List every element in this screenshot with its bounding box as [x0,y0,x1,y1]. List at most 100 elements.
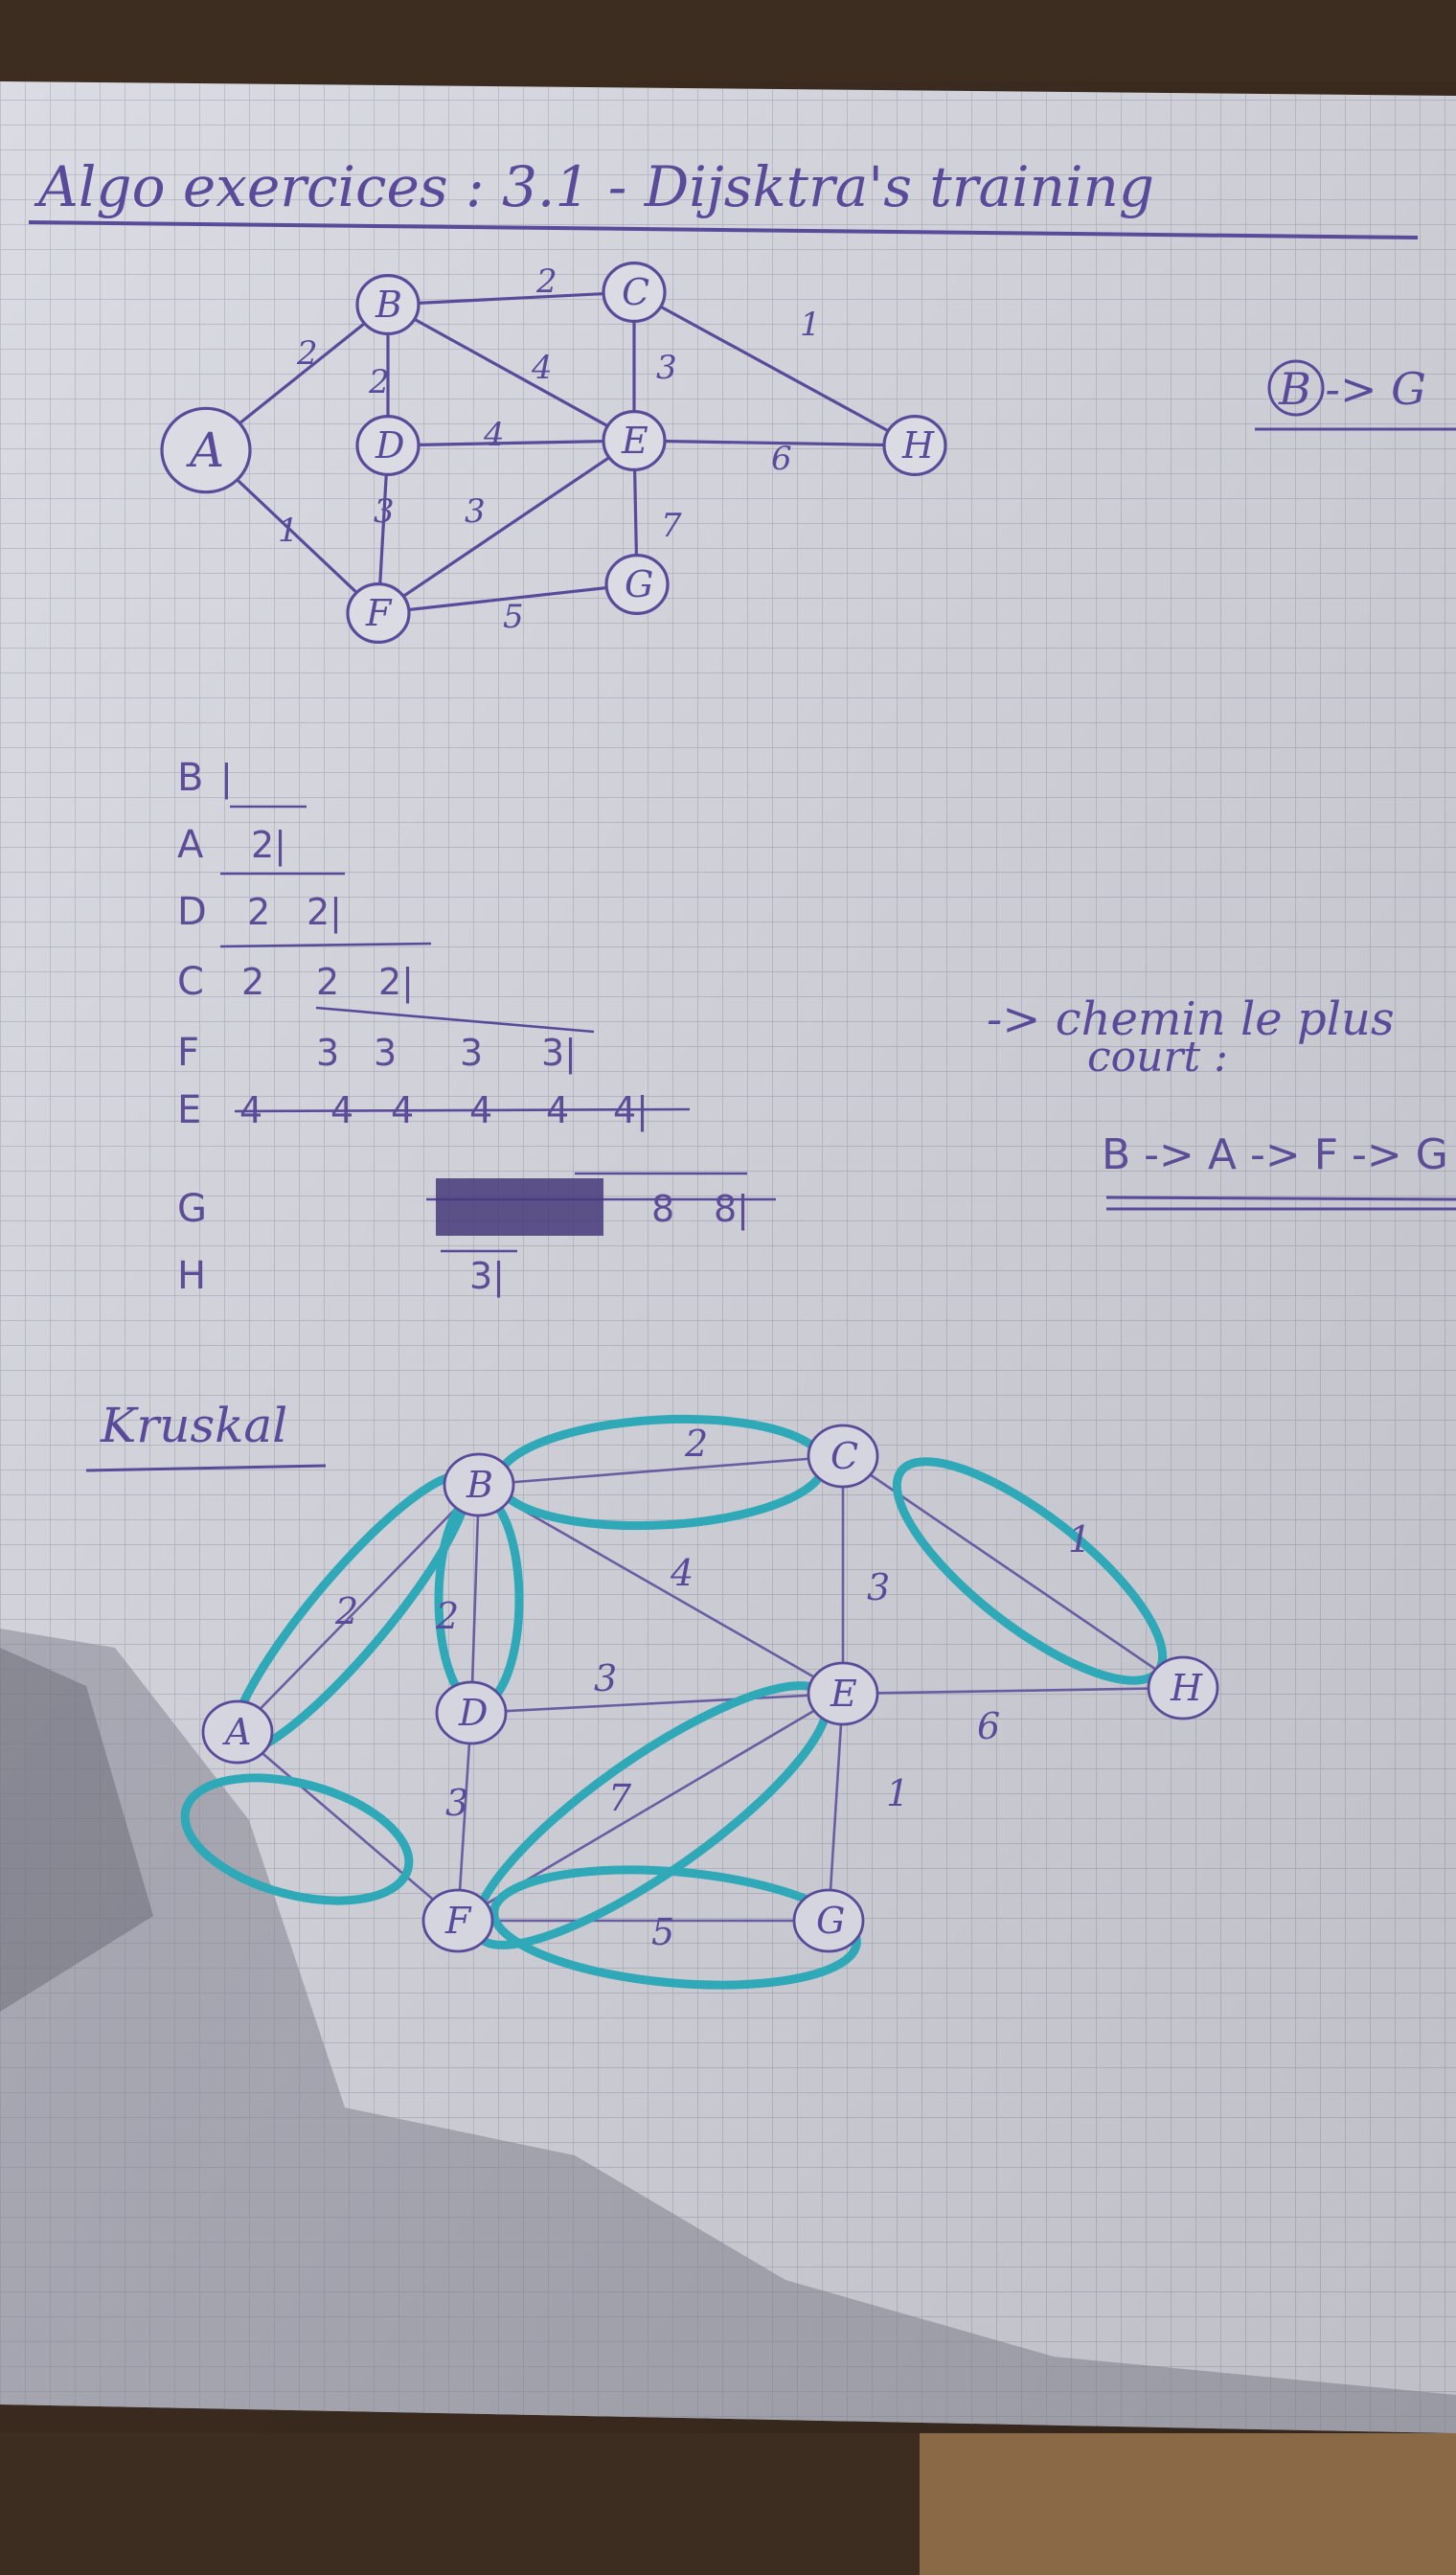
kruskal-node-label-C: C [830,1435,858,1477]
table-cell: 2| [378,961,414,1004]
table-cell: 3 [374,1032,397,1074]
kruskal-edge-weight: 3 [867,1566,890,1608]
edge-weight-CH: 1 [800,306,821,344]
edge-weight-FE: 3 [465,492,486,531]
edge-weight-DF: 3 [374,492,395,531]
kruskal-edge-weight: 2 [684,1423,708,1465]
kruskal-edge-weight: 2 [334,1590,358,1632]
kruskal-node-E [807,1661,879,1726]
side-note-top: B -> G [1255,359,1456,431]
kruskal-node-label-H: H [1170,1667,1203,1709]
kruskal-node-D [435,1680,508,1745]
kruskal-edge-weight: 1 [886,1772,909,1814]
table-cell: 2| [307,891,342,934]
graph-node-label-G: G [625,563,653,605]
kruskal-selected-edge [180,1773,414,1905]
edge-weight-DE: 4 [483,416,505,454]
graph-node-label-B: B [375,284,402,326]
graph-node-H [882,415,947,477]
table-cell: 3| [469,1255,505,1298]
table-cell: 3 [316,1032,339,1074]
edge-weight-EG: 7 [661,507,682,545]
table-row-label: A [177,823,204,867]
graph-node-label-A: A [186,422,224,478]
edge-weight-EH: 6 [771,440,792,478]
kruskal-edge-weight: 1 [1068,1518,1091,1561]
table-row-label: H [177,1254,206,1298]
edge-weight-BD: 2 [368,363,390,401]
graph-node-F [346,581,411,644]
graph-node-label-F: F [365,592,393,634]
kruskal-node-label-B: B [466,1464,493,1506]
kruskal-node-H [1147,1655,1219,1720]
kruskal-selected-edge [489,1865,861,1990]
table-cell: 2 [241,961,264,1003]
edge-weight-BC: 2 [535,262,557,301]
graph-node-A [160,406,252,494]
graph-node-D [355,415,421,477]
kruskal-node-label-F: F [444,1900,472,1942]
edge-weight-CE: 3 [656,349,677,387]
graph-edge-FG [377,582,638,615]
graph-node-E [602,410,667,472]
kruskal-graph: 2 4 1 2 2 3 6 3 3 7 1 5 A B C D E F G H [180,1414,1219,1990]
kruskal-edge-AF [237,1731,459,1922]
table-cell: 2 [247,891,270,933]
result-path: B -> A -> F -> G [1102,1130,1448,1179]
kruskal-edge-AB [237,1484,480,1733]
graph-edge-BC [387,290,635,307]
kruskal-underline [85,1464,327,1472]
kruskal-title: Kruskal [100,1398,287,1453]
table-cell: 2| [251,824,286,867]
kruskal-edge-weight: 5 [651,1911,674,1953]
table-rule [219,942,432,948]
kruskal-node-G [792,1888,865,1953]
edge-weight-AF: 1 [278,512,299,550]
graph-node-C [602,262,667,324]
table-cell: 8| [714,1188,749,1231]
side-note-text: B -> G [1278,363,1426,415]
table-cell: 3| [541,1032,577,1075]
edge-weight-FG: 5 [503,598,524,636]
result-note: -> chemin le plus court : B -> A -> F ->… [987,992,1456,1211]
kruskal-node-C [807,1424,879,1489]
kruskal-edge-EH [842,1686,1184,1696]
kruskal-node-label-D: D [458,1692,488,1734]
graph-node-B [355,274,421,336]
kruskal-edge-weight: 3 [594,1657,617,1699]
kruskal-edge-weight: 2 [435,1595,459,1637]
graph-node-label-D: D [375,424,404,467]
table-row-label: B [177,756,203,800]
kruskal-edge-weight: 6 [977,1705,1000,1747]
scribbled-cell [436,1178,603,1236]
table-cell: | [220,757,233,800]
table-cell: 3 [460,1032,483,1074]
kruskal-node-A [201,1699,274,1765]
side-note-circle [1267,359,1325,417]
graph-edge-EH [633,439,916,447]
page-title: Algo exercices : 3.1 - Dijsktra's traini… [34,154,1154,219]
graph-edge-FE [377,439,635,615]
graph-edge-CH [633,290,916,447]
table-rule [234,1107,691,1113]
table-row-label: D [177,890,207,934]
graph-node-label-E: E [621,420,648,462]
dijkstra-graph: 2 1 2 2 4 3 1 4 3 3 6 7 5 A B C D E F G H [160,262,947,644]
kruskal-edge-weight: 3 [445,1782,468,1824]
graph-node-label-H: H [901,424,935,467]
kruskal-node-label-E: E [830,1673,857,1715]
table-row-label: E [177,1088,201,1132]
kruskal-edge-BD [469,1484,481,1714]
kruskal-edge-EG [827,1693,845,1922]
edge-weight-AB: 2 [296,334,318,373]
result-line-2: court : [1087,1033,1228,1082]
kruskal-edge-BC [478,1454,844,1487]
table-cell: 8 [651,1188,674,1230]
kruskal-node-B [443,1452,515,1517]
edge-weight-BE: 4 [531,349,553,387]
kruskal-edge-BE [478,1483,844,1696]
table-cell: 2 [316,961,339,1003]
kruskal-node-label-A: A [222,1711,251,1753]
kruskal-node-label-G: G [816,1900,845,1942]
